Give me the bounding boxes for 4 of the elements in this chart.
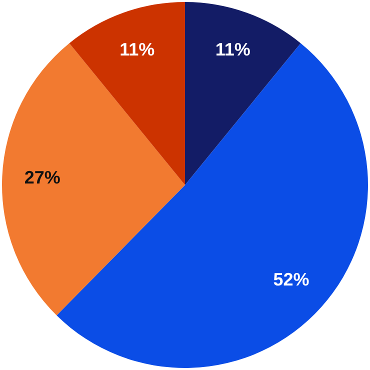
data-label: 11% <box>120 40 155 60</box>
data-label: 52% <box>273 269 310 290</box>
data-label: 27% <box>24 167 60 188</box>
data-label: 11% <box>215 40 250 60</box>
